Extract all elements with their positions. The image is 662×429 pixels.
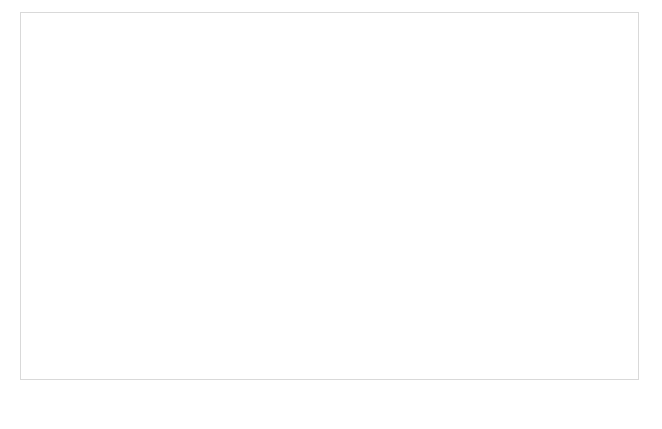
legend-item-inspected-batches <box>236 354 276 366</box>
combo-chart <box>21 13 638 379</box>
chart-legend <box>21 354 638 366</box>
legend-item-unqualified-batches <box>308 354 348 366</box>
chart-frame <box>20 12 639 380</box>
legend-item-failure-rate <box>380 358 423 363</box>
legend-swatch-unqualified-batches <box>308 354 341 366</box>
legend-swatch-failure-rate <box>380 358 416 363</box>
legend-swatch-inspected-batches <box>236 354 269 366</box>
